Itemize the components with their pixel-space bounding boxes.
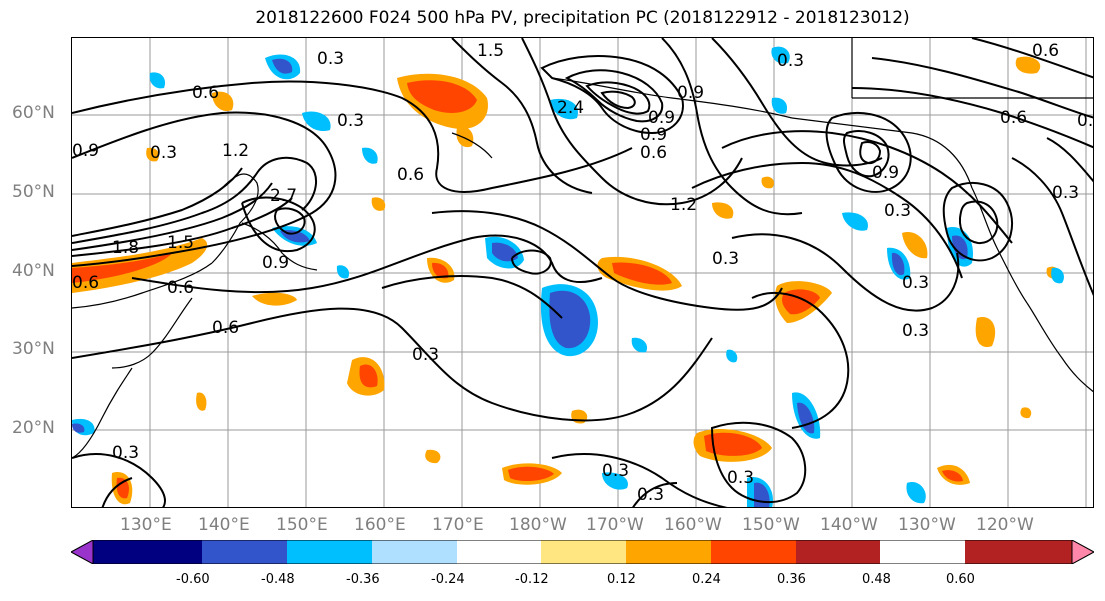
contour-label: 0.6 xyxy=(640,143,667,163)
contour-label: 0.3 xyxy=(884,201,911,221)
contour-label: 0.6 xyxy=(212,318,239,338)
colorbar-extend-min xyxy=(71,540,94,564)
contour-label: 0.3 xyxy=(712,249,739,269)
lat-label-20n: 20°N xyxy=(12,418,55,438)
contour-label: 0.3 xyxy=(902,273,929,293)
colorbar-tick-label: -0.36 xyxy=(346,572,380,587)
colorbar-tick-label: -0.48 xyxy=(261,572,295,587)
contour-labels: 0.3 1.5 0.6 0.3 0.6 0.9 0.3 1.2 0.6 2.7 … xyxy=(72,41,1094,505)
contour-label: 0.9 xyxy=(872,163,899,183)
colorbar-tick-label: 0.12 xyxy=(607,572,636,587)
contour-label: 0.6 xyxy=(1032,41,1059,61)
contour-label: 0.3 xyxy=(1052,183,1079,203)
coastlines xyxy=(72,38,1093,459)
contour-label: 0.6 xyxy=(167,278,194,298)
precip-shading xyxy=(72,46,1064,507)
contour-label: 0.3 xyxy=(727,468,754,488)
contour-label: 1.2 xyxy=(222,141,249,161)
colorbar-segments xyxy=(92,540,1073,564)
lon-label-140w: 140°W xyxy=(820,515,878,535)
colorbar-extend-max xyxy=(1071,540,1094,564)
colorbar-tick-label: 0.60 xyxy=(946,572,975,587)
map-title: 2018122600 F024 500 hPa PV, precipitatio… xyxy=(255,8,910,28)
lon-label-150e: 150°E xyxy=(276,515,328,535)
lon-label-160w: 160°W xyxy=(664,515,722,535)
lon-label-160e: 160°E xyxy=(354,515,406,535)
lon-label-120w: 120°W xyxy=(976,515,1034,535)
colorbar-tick-label: 0.24 xyxy=(692,572,721,587)
contour-label: 0.6 xyxy=(72,273,99,293)
colorbar-tick-label: -0.12 xyxy=(515,572,549,587)
contour-label: 0.3 xyxy=(112,443,139,463)
contour-label: 2.7 xyxy=(270,186,297,206)
colorbar-segment xyxy=(372,540,457,564)
contour-label: 1.2 xyxy=(670,195,697,215)
colorbar-segment xyxy=(626,540,711,564)
colorbar-segment xyxy=(93,540,202,564)
colorbar xyxy=(71,540,1094,564)
colorbar-tick-label: -0.24 xyxy=(431,572,465,587)
lat-label-60n: 60°N xyxy=(12,103,55,123)
contour-label: 0.9 xyxy=(72,141,99,161)
contour-label: 0.3 xyxy=(902,321,929,341)
colorbar-segment xyxy=(202,540,287,564)
contour-label: 1.5 xyxy=(477,41,504,61)
lon-label-170w: 170°W xyxy=(586,515,644,535)
contour-label: 0.3 xyxy=(337,111,364,131)
lat-label-30n: 30°N xyxy=(12,339,55,359)
lon-label-150w: 150°W xyxy=(742,515,800,535)
contour-label: 0.6 xyxy=(192,83,219,103)
lon-label-130e: 130°E xyxy=(120,515,172,535)
colorbar-segment xyxy=(287,540,372,564)
contour-label: 0.6 xyxy=(1000,108,1027,128)
contour-label: 0.9 xyxy=(262,253,289,273)
map-panel: 0.3 1.5 0.6 0.3 0.6 0.9 0.3 1.2 0.6 2.7 … xyxy=(71,37,1094,508)
colorbar-segment xyxy=(796,540,880,564)
contour-label: 0.3 xyxy=(150,143,177,163)
contour-label: 0.6 xyxy=(1077,111,1094,131)
pv-contours xyxy=(72,38,1093,507)
contour-label: 1.5 xyxy=(167,233,194,253)
colorbar-segment xyxy=(457,540,541,564)
contour-label: 0.9 xyxy=(648,108,675,128)
contour-label: 0.3 xyxy=(317,49,344,69)
colorbar-tick-label: 0.36 xyxy=(777,572,806,587)
colorbar-tick-label: -0.60 xyxy=(176,572,210,587)
colorbar-segment xyxy=(711,540,796,564)
contour-label: 0.9 xyxy=(677,83,704,103)
colorbar-segment xyxy=(965,540,1072,564)
lat-label-40n: 40°N xyxy=(12,261,55,281)
colorbar-tick-label: 0.48 xyxy=(862,572,891,587)
contour-label: 0.6 xyxy=(397,165,424,185)
contour-label: 0.3 xyxy=(412,345,439,365)
lon-label-130w: 130°W xyxy=(898,515,956,535)
contour-label: 0.3 xyxy=(602,461,629,481)
contour-label: 0.3 xyxy=(777,51,804,71)
contour-label: 0.3 xyxy=(637,485,664,505)
contour-label: 0.9 xyxy=(640,125,667,145)
lat-label-50n: 50°N xyxy=(12,182,55,202)
map-canvas: 0.3 1.5 0.6 0.3 0.6 0.9 0.3 1.2 0.6 2.7 … xyxy=(72,38,1094,507)
lon-label-170e: 170°E xyxy=(432,515,484,535)
lon-label-140e: 140°E xyxy=(198,515,250,535)
contour-label: 2.4 xyxy=(557,98,584,118)
contour-label: 1.8 xyxy=(112,238,139,258)
colorbar-segment xyxy=(541,540,626,564)
lon-label-180w: 180°W xyxy=(509,515,567,535)
